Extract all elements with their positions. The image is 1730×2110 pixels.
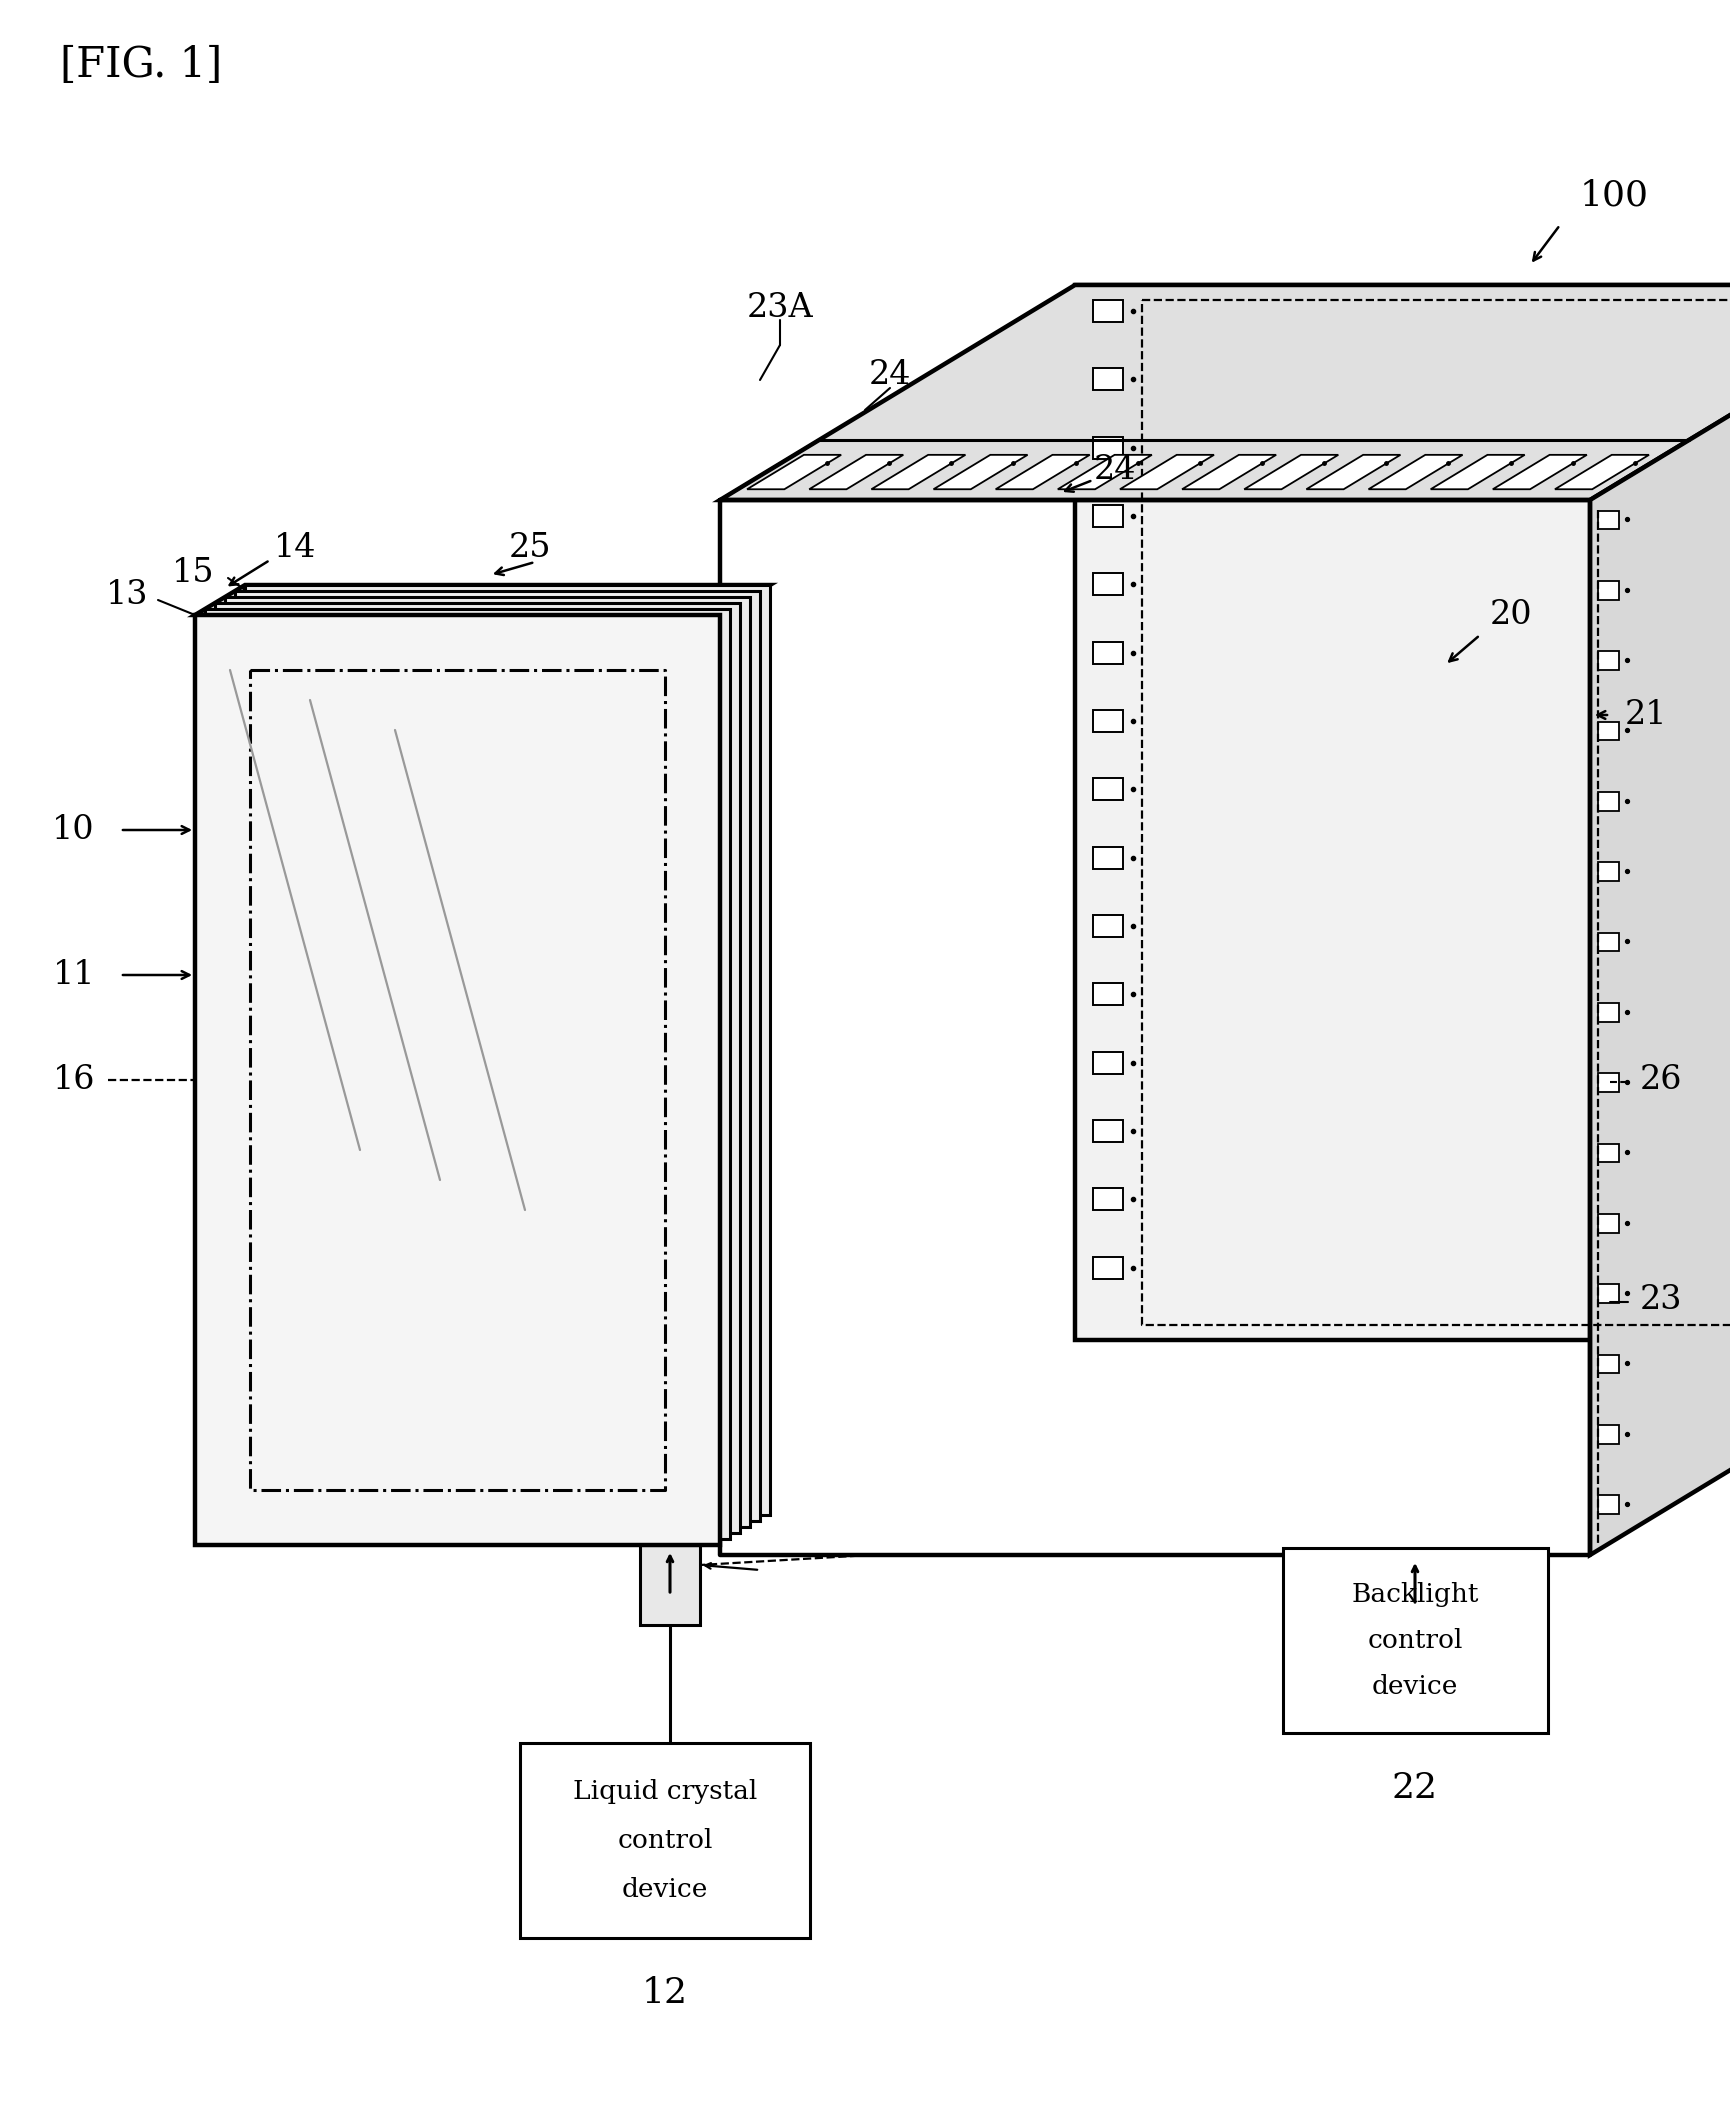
Polygon shape xyxy=(1092,1188,1123,1211)
Text: 21: 21 xyxy=(1624,698,1666,730)
Polygon shape xyxy=(640,1545,699,1625)
Text: 25: 25 xyxy=(509,532,550,563)
Polygon shape xyxy=(1092,1051,1123,1074)
Polygon shape xyxy=(1597,1144,1618,1163)
Polygon shape xyxy=(204,610,730,1538)
Polygon shape xyxy=(1092,437,1123,458)
Polygon shape xyxy=(1491,456,1586,490)
Polygon shape xyxy=(1597,1002,1618,1021)
Polygon shape xyxy=(1119,456,1213,490)
Polygon shape xyxy=(1384,1555,1445,1625)
Polygon shape xyxy=(1092,916,1123,937)
Text: 12: 12 xyxy=(642,1975,687,2011)
Text: 22: 22 xyxy=(1391,1770,1438,1804)
Text: device: device xyxy=(1370,1673,1457,1699)
Polygon shape xyxy=(1597,1213,1618,1232)
Polygon shape xyxy=(1597,652,1618,669)
Text: Liquid crystal: Liquid crystal xyxy=(573,1779,756,1804)
Text: control: control xyxy=(618,1827,713,1853)
Polygon shape xyxy=(1597,722,1618,741)
Polygon shape xyxy=(1092,641,1123,665)
Polygon shape xyxy=(1092,574,1123,595)
Polygon shape xyxy=(995,456,1090,490)
Text: [FIG. 1]: [FIG. 1] xyxy=(61,44,221,87)
Polygon shape xyxy=(1597,1285,1618,1302)
Polygon shape xyxy=(195,614,720,1545)
FancyBboxPatch shape xyxy=(1282,1549,1547,1732)
Polygon shape xyxy=(1368,456,1462,490)
Polygon shape xyxy=(747,456,841,490)
Text: 26: 26 xyxy=(1638,1063,1682,1095)
Text: control: control xyxy=(1367,1629,1462,1652)
Polygon shape xyxy=(1597,1424,1618,1443)
Polygon shape xyxy=(1092,504,1123,528)
Polygon shape xyxy=(1597,1496,1618,1513)
FancyBboxPatch shape xyxy=(519,1743,810,1937)
Polygon shape xyxy=(1182,456,1275,490)
Polygon shape xyxy=(1092,300,1123,323)
Polygon shape xyxy=(1057,456,1150,490)
Polygon shape xyxy=(932,456,1028,490)
Text: Backlight: Backlight xyxy=(1351,1582,1477,1606)
Polygon shape xyxy=(808,456,903,490)
Text: device: device xyxy=(621,1876,708,1901)
Text: 23A: 23A xyxy=(746,291,813,325)
Polygon shape xyxy=(1092,369,1123,390)
Polygon shape xyxy=(1554,456,1649,490)
Polygon shape xyxy=(720,285,1730,500)
Text: 16: 16 xyxy=(52,1063,95,1095)
Text: 14: 14 xyxy=(273,532,317,563)
Polygon shape xyxy=(1244,456,1337,490)
Polygon shape xyxy=(195,584,770,614)
Text: 24: 24 xyxy=(1093,454,1135,485)
Polygon shape xyxy=(870,456,965,490)
Text: 15: 15 xyxy=(173,557,215,589)
Polygon shape xyxy=(1092,1120,1123,1142)
Polygon shape xyxy=(1074,285,1730,1340)
Polygon shape xyxy=(1306,456,1400,490)
Polygon shape xyxy=(1092,1258,1123,1279)
Polygon shape xyxy=(1590,285,1730,1555)
Text: 100: 100 xyxy=(1579,177,1649,211)
Polygon shape xyxy=(1597,791,1618,810)
Text: 23: 23 xyxy=(1638,1285,1682,1317)
Text: 20: 20 xyxy=(1490,599,1531,631)
Polygon shape xyxy=(1597,933,1618,952)
Polygon shape xyxy=(1092,846,1123,869)
Polygon shape xyxy=(1597,580,1618,599)
Polygon shape xyxy=(1092,779,1123,800)
Polygon shape xyxy=(1092,709,1123,732)
Polygon shape xyxy=(1092,983,1123,1004)
Polygon shape xyxy=(1597,1074,1618,1091)
Polygon shape xyxy=(225,597,749,1528)
Polygon shape xyxy=(1597,511,1618,530)
Polygon shape xyxy=(1597,1355,1618,1374)
Polygon shape xyxy=(246,584,770,1515)
Polygon shape xyxy=(235,591,759,1521)
Polygon shape xyxy=(1597,863,1618,880)
Text: 13: 13 xyxy=(106,578,147,612)
Text: 24: 24 xyxy=(868,359,910,390)
Polygon shape xyxy=(1429,456,1524,490)
Text: 10: 10 xyxy=(52,814,95,846)
Text: 11: 11 xyxy=(52,960,95,992)
Polygon shape xyxy=(215,603,739,1534)
